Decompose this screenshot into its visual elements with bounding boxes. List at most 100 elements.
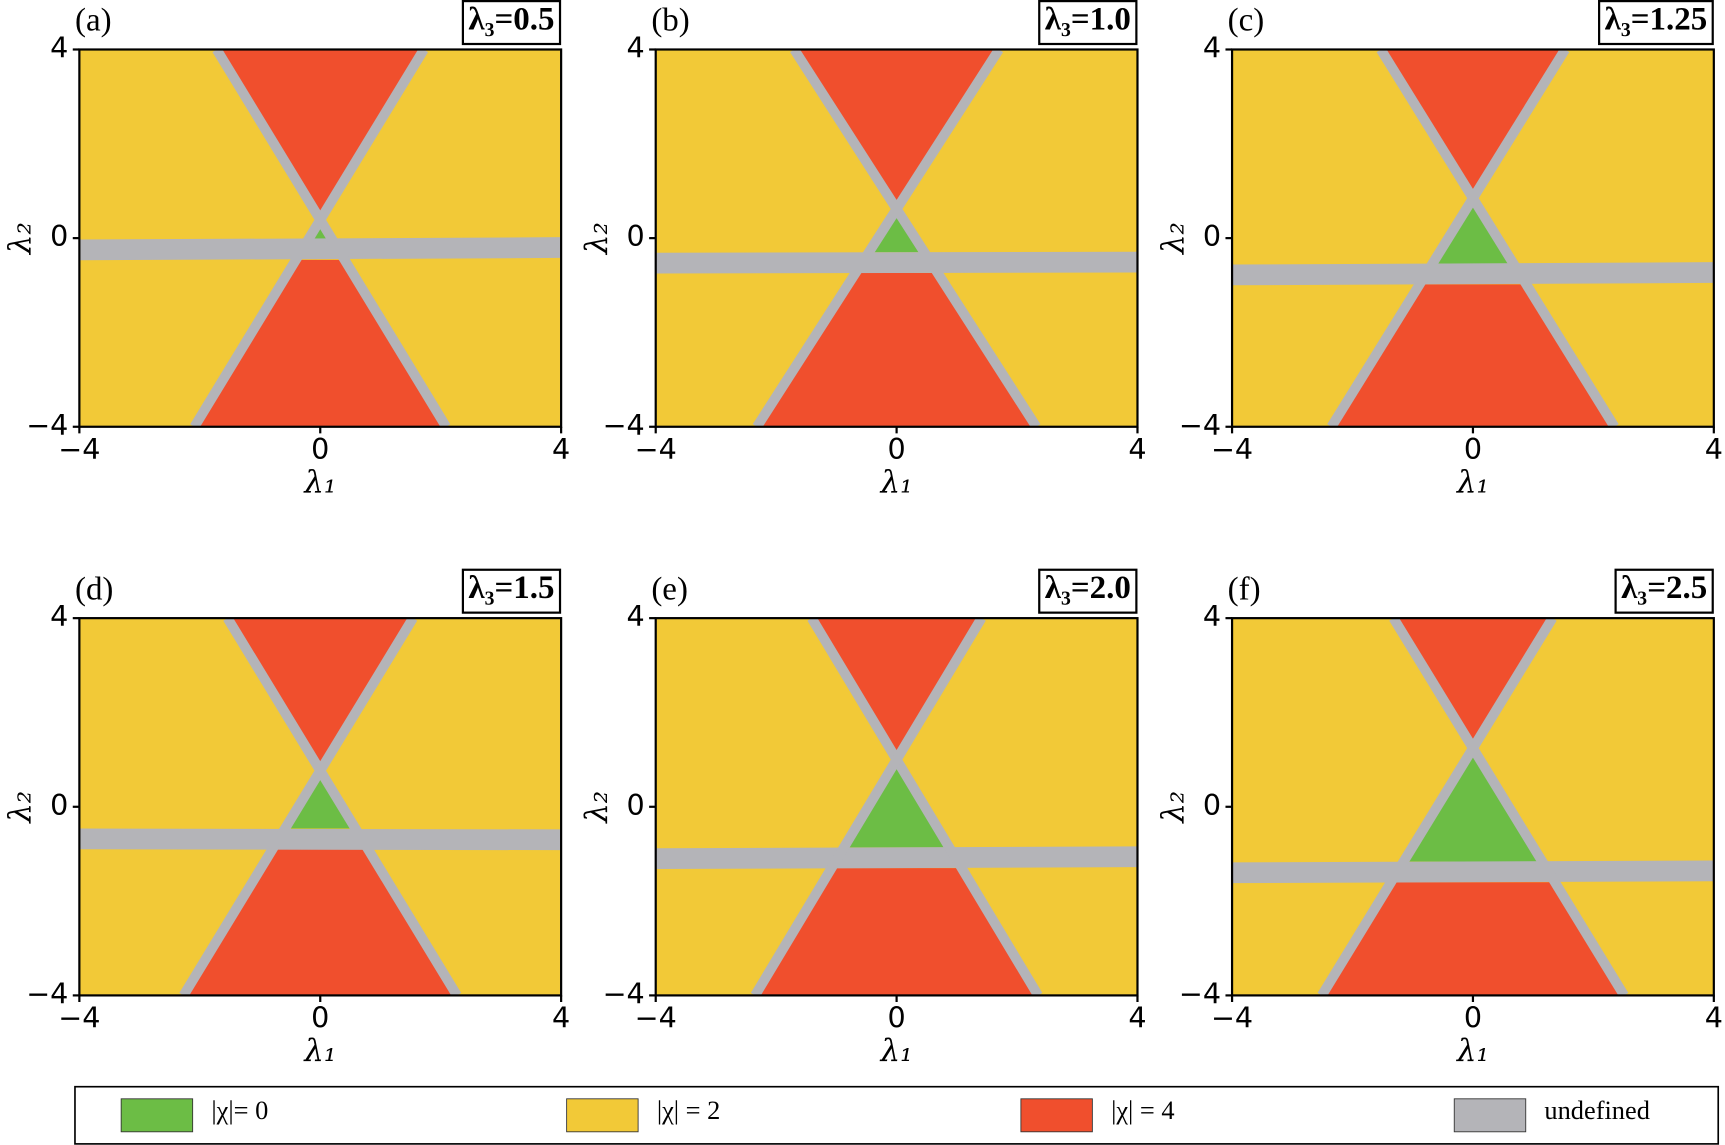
y-tick-label: 0 bbox=[1203, 788, 1221, 822]
y-tick-label: 0 bbox=[50, 788, 68, 822]
panel-title: λ₃=0.5 bbox=[468, 2, 554, 38]
legend-swatch bbox=[566, 1098, 639, 1133]
panel: −4 0 4 −4 0 4 λ₁ λ₂ (d) λ₃=1.5 bbox=[3, 568, 570, 1069]
y-tick-label: 0 bbox=[1203, 219, 1221, 253]
panel: −4 0 4 −4 0 4 λ₁ λ₂ (c) λ₃=1.25 bbox=[1155, 0, 1723, 500]
phase-region bbox=[284, 770, 356, 829]
phase-boundary bbox=[1317, 618, 1557, 996]
plot-area bbox=[655, 618, 1138, 996]
phase-region bbox=[811, 618, 982, 760]
y-tick-label: 4 bbox=[1203, 30, 1221, 64]
y-axis-label: λ₂ bbox=[3, 222, 39, 255]
phase-region bbox=[755, 868, 1039, 996]
y-tick-label: 4 bbox=[1203, 599, 1221, 633]
x-tick-label: 4 bbox=[1705, 1001, 1723, 1035]
panel: −4 0 4 −4 0 4 λ₁ λ₂ (b) λ₃=1.0 bbox=[579, 0, 1147, 500]
title-box bbox=[1038, 0, 1138, 46]
panel-title: λ₃=1.0 bbox=[1045, 2, 1131, 38]
panel: −4 0 4 −4 0 4 λ₁ λ₂ (f) λ₃=2.5 bbox=[1155, 568, 1723, 1069]
x-tick-label: 0 bbox=[1464, 432, 1482, 466]
x-tick-label: 4 bbox=[1705, 432, 1723, 466]
phase-region bbox=[794, 49, 999, 209]
phase-region bbox=[1321, 882, 1625, 996]
x-axis-label: λ₁ bbox=[1456, 464, 1489, 500]
panel-title: λ₃=2.5 bbox=[1621, 570, 1707, 606]
y-tick-label: −4 bbox=[1179, 976, 1221, 1010]
phase-region bbox=[1232, 860, 1714, 884]
y-tick-label: −4 bbox=[26, 408, 68, 442]
phase-boundary bbox=[752, 49, 1004, 427]
panel-title: λ₃=2.0 bbox=[1045, 570, 1131, 606]
phase-boundary bbox=[1327, 49, 1570, 427]
y-tick-label: 4 bbox=[627, 599, 645, 633]
y-axis-label: λ₂ bbox=[3, 791, 39, 824]
y-tick-label: 4 bbox=[627, 30, 645, 64]
phase-region bbox=[655, 251, 1138, 274]
phase-region bbox=[756, 273, 1037, 427]
x-tick-label: 0 bbox=[1464, 1001, 1482, 1035]
plot-area bbox=[79, 618, 562, 996]
panel-label: (a) bbox=[75, 3, 112, 39]
panel-title: λ₃=1.25 bbox=[1605, 2, 1708, 38]
legend-swatch bbox=[1020, 1098, 1093, 1133]
panel: −4 0 4 −4 0 4 λ₁ λ₂ (e) λ₃=2.0 bbox=[579, 568, 1147, 1069]
y-tick-label: −4 bbox=[603, 408, 645, 442]
y-tick-label: −4 bbox=[26, 976, 68, 1010]
plot-area bbox=[79, 49, 562, 427]
panel-label: (f) bbox=[1228, 571, 1261, 607]
y-tick-label: 0 bbox=[50, 219, 68, 253]
phase-boundary bbox=[179, 618, 418, 996]
phase-region bbox=[194, 259, 447, 427]
title-box bbox=[1614, 568, 1714, 614]
plot-area bbox=[655, 49, 1138, 427]
legend-label: |χ|= 0 bbox=[211, 1095, 268, 1125]
y-tick-label: −4 bbox=[603, 976, 645, 1010]
phase-boundary bbox=[190, 49, 429, 427]
legend-swatch bbox=[1453, 1098, 1527, 1133]
x-tick-label: 4 bbox=[552, 432, 570, 466]
x-tick-label: 0 bbox=[888, 432, 906, 466]
legend-box bbox=[74, 1085, 1720, 1145]
panel: −4 0 4 −4 0 4 λ₁ λ₂ (a) λ₃=0.5 bbox=[3, 0, 570, 500]
x-tick-label: −4 bbox=[635, 432, 677, 466]
phase-region bbox=[1403, 748, 1543, 862]
x-tick-label: 0 bbox=[888, 1001, 906, 1035]
x-axis-label: λ₁ bbox=[303, 1033, 336, 1069]
panel-label: (e) bbox=[651, 571, 688, 607]
phase-region bbox=[1380, 49, 1566, 199]
y-tick-label: 4 bbox=[50, 599, 68, 633]
x-tick-label: −4 bbox=[1211, 1001, 1253, 1035]
phase-region bbox=[79, 828, 562, 851]
phase-boundary bbox=[212, 49, 451, 427]
x-tick-label: 4 bbox=[1128, 1001, 1146, 1035]
phase-boundary bbox=[1376, 49, 1619, 427]
title-box bbox=[461, 0, 562, 46]
x-tick-label: 4 bbox=[552, 1001, 570, 1035]
legend-label: undefined bbox=[1544, 1095, 1649, 1125]
phase-region bbox=[655, 846, 1138, 870]
panel-title: λ₃=1.5 bbox=[468, 570, 554, 606]
legend-label: |χ| = 2 bbox=[657, 1095, 721, 1125]
phase-region bbox=[216, 49, 424, 221]
phase-region bbox=[227, 618, 413, 771]
x-tick-label: −4 bbox=[635, 1001, 677, 1035]
plot-area bbox=[1232, 49, 1714, 427]
x-axis-label: λ₁ bbox=[880, 1033, 913, 1069]
y-tick-label: 0 bbox=[627, 219, 645, 253]
title-box bbox=[461, 568, 562, 614]
y-tick-label: 4 bbox=[50, 30, 68, 64]
x-axis-label: λ₁ bbox=[1456, 1033, 1489, 1069]
phase-region bbox=[1232, 262, 1714, 286]
y-tick-label: 0 bbox=[627, 788, 645, 822]
y-axis-label: λ₂ bbox=[1155, 791, 1191, 824]
phase-boundary bbox=[223, 618, 462, 996]
phase-boundary bbox=[750, 618, 986, 996]
phase-region bbox=[868, 208, 925, 253]
x-axis-label: λ₁ bbox=[303, 464, 336, 500]
legend-label: |χ| = 4 bbox=[1111, 1095, 1175, 1125]
x-axis-label: λ₁ bbox=[880, 464, 913, 500]
x-tick-label: −4 bbox=[58, 432, 100, 466]
y-axis-label: λ₂ bbox=[579, 222, 615, 255]
phase-boundary bbox=[1389, 618, 1629, 996]
